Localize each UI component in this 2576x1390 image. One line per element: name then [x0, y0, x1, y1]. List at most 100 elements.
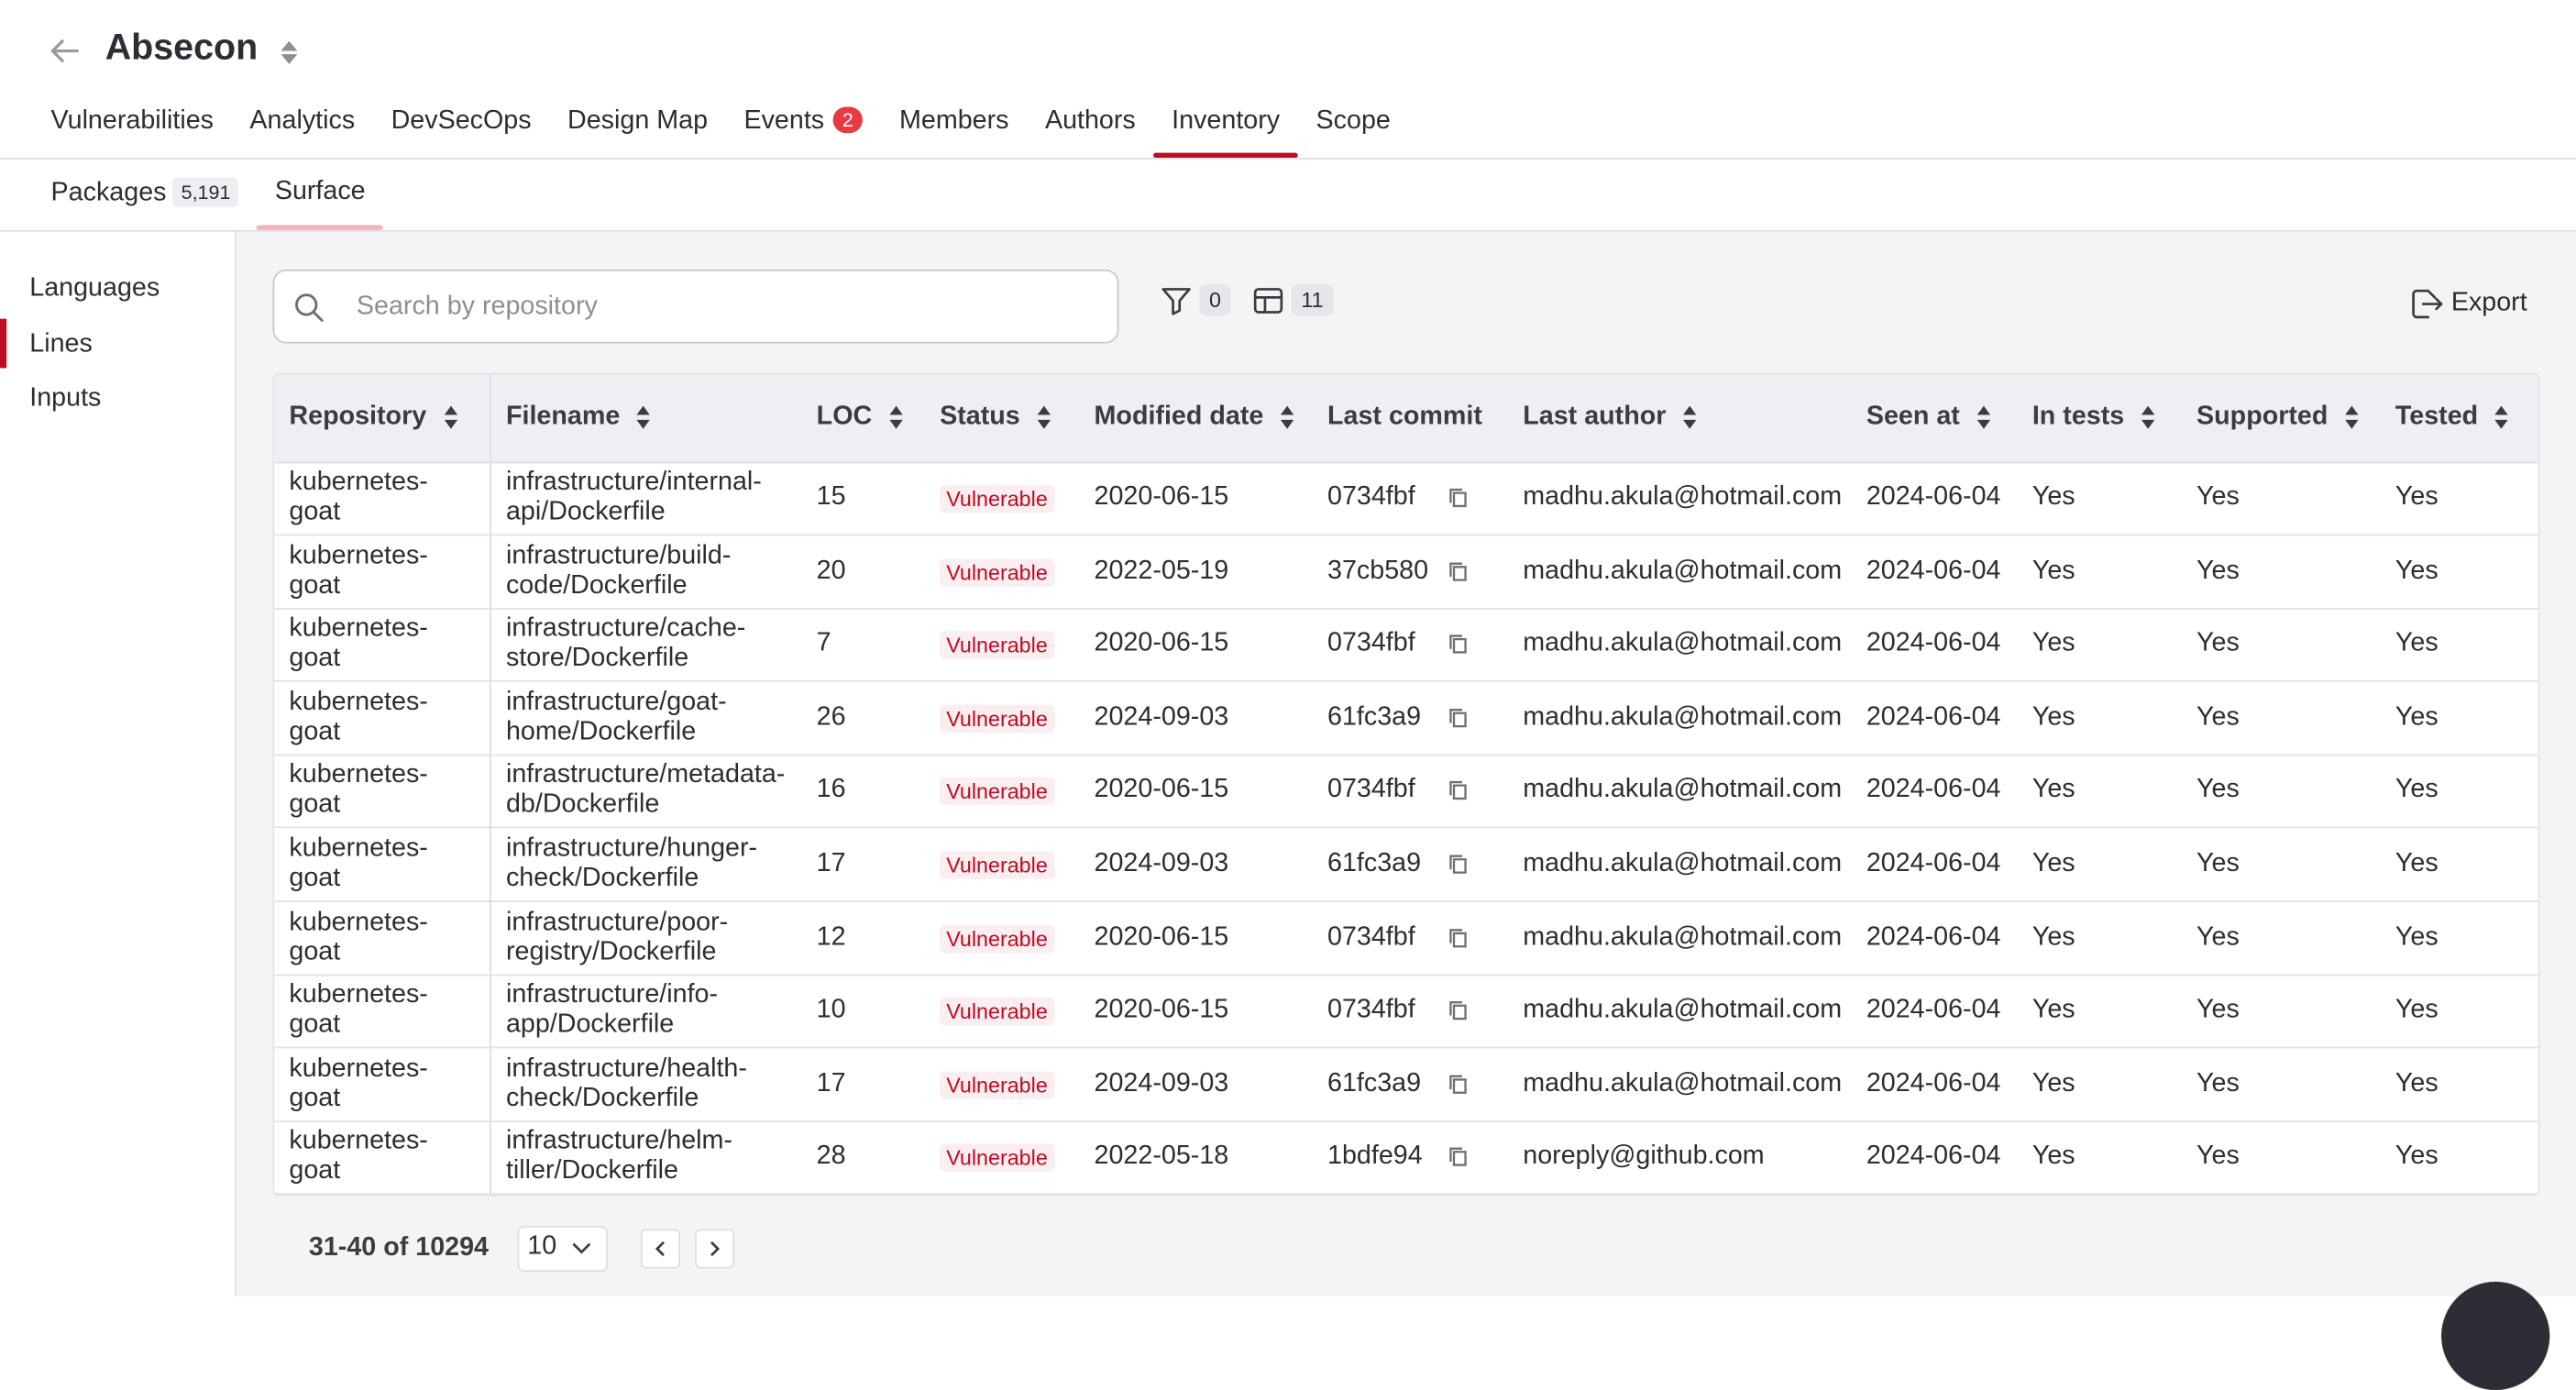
sidebar-item-inputs[interactable]: Inputs	[29, 384, 102, 413]
copy-icon[interactable]	[1448, 926, 1470, 949]
filename-cell-line: infrastructure/metadata-	[505, 761, 786, 789]
sidebar-item-languages[interactable]: Languages	[29, 274, 160, 303]
column-header-label: LOC	[816, 403, 873, 431]
copy-icon[interactable]	[1448, 706, 1470, 729]
table-header: Repository Filename LOC Status Modified date…	[274, 374, 2538, 464]
tab-devsecops[interactable]: DevSecOps	[373, 92, 549, 158]
export-label: Export	[2450, 289, 2527, 317]
table-row[interactable]: kubernetes-goat infrastructure/metadata-d…	[274, 755, 2538, 829]
table-row[interactable]: kubernetes-goat infrastructure/health-che…	[274, 1048, 2538, 1122]
filename-cell-line: home/Dockerfile	[505, 717, 697, 746]
table-row[interactable]: kubernetes-goat infrastructure/hunger-che…	[274, 828, 2538, 902]
page-size-select[interactable]: 10	[517, 1225, 609, 1273]
seen-at-cell: 2024-06-04	[1866, 776, 2001, 805]
tab-analytics[interactable]: Analytics	[232, 92, 373, 158]
loc-cell: 7	[816, 629, 831, 658]
filename-cell: infrastructure/goat-home/Dockerfile	[506, 689, 727, 748]
table-row[interactable]: kubernetes-goat infrastructure/info-app/D…	[274, 975, 2538, 1049]
column-header-label: Filename	[505, 403, 621, 431]
tested-cell: Yes	[2394, 556, 2438, 585]
copy-icon[interactable]	[1448, 1146, 1470, 1169]
modified-date-cell: 2020-06-15	[1094, 922, 1229, 951]
chat-launcher-button[interactable]	[2441, 1281, 2550, 1390]
chevron-down-icon	[572, 1242, 591, 1254]
table-row[interactable]: kubernetes-goat infrastructure/internal-a…	[274, 462, 2538, 536]
column-header-status[interactable]: Status	[940, 403, 1051, 432]
column-header-seen-at[interactable]: Seen at	[1866, 403, 1991, 432]
column-header-last-commit: Last commit	[1327, 403, 1482, 432]
supported-cell: Yes	[2196, 849, 2240, 877]
sidebar-item-lines[interactable]: Lines	[29, 330, 93, 359]
surface-sidebar: Languages Lines Inputs	[0, 231, 237, 1296]
copy-icon[interactable]	[1448, 779, 1470, 802]
search-input[interactable]	[353, 287, 1083, 327]
back-arrow-icon[interactable]	[46, 33, 82, 69]
inventory-subtabs: Packages 5,191 Surface	[33, 158, 2576, 230]
modified-date-cell: 2020-06-15	[1094, 482, 1229, 512]
in-tests-cell: Yes	[2031, 922, 2075, 951]
repository-cell-line: kubernetes-	[289, 761, 428, 789]
subtabs-divider	[0, 229, 2576, 232]
tab-scope[interactable]: Scope	[1298, 92, 1409, 158]
column-header-modified-date[interactable]: Modified date	[1095, 403, 1295, 432]
subtab-packages[interactable]: Packages 5,191	[33, 158, 257, 230]
main-content: 0 11 Export Repository Filename LOC Status M…	[237, 231, 2576, 1296]
status-badge: Vulnerable	[940, 851, 1054, 879]
previous-page-button[interactable]	[640, 1229, 680, 1269]
tab-members[interactable]: Members	[881, 92, 1027, 158]
column-header-in-tests[interactable]: In tests	[2032, 403, 2155, 432]
filter-button[interactable]: 0	[1160, 284, 1231, 316]
last-author-cell: madhu.akula@hotmail.com	[1523, 922, 1843, 951]
tested-cell: Yes	[2394, 702, 2438, 732]
supported-cell: Yes	[2196, 556, 2240, 585]
copy-icon[interactable]	[1448, 633, 1470, 656]
column-header-supported[interactable]: Supported	[2196, 403, 2359, 432]
tab-label: Vulnerabilities	[50, 106, 215, 135]
next-page-button[interactable]	[695, 1229, 735, 1269]
tab-events[interactable]: Events 2	[726, 92, 882, 158]
last-commit-cell: 37cb580	[1327, 556, 1429, 585]
filename-cell-line: check/Dockerfile	[505, 1084, 699, 1112]
copy-icon[interactable]	[1448, 1073, 1470, 1096]
column-header-last-author[interactable]: Last author	[1523, 403, 1697, 432]
column-header-filename[interactable]: Filename	[506, 403, 651, 432]
repository-cell-line: goat	[289, 1157, 341, 1186]
repository-cell: kubernetes-goat	[289, 469, 427, 528]
loc-cell: 17	[816, 1069, 846, 1098]
tab-design-map[interactable]: Design Map	[549, 92, 725, 158]
copy-icon[interactable]	[1448, 853, 1470, 876]
in-tests-cell: Yes	[2031, 702, 2075, 732]
copy-icon[interactable]	[1448, 559, 1470, 582]
tab-authors[interactable]: Authors	[1027, 92, 1153, 158]
tab-inventory[interactable]: Inventory	[1153, 92, 1298, 159]
filename-cell-line: code/Dockerfile	[505, 570, 688, 600]
subtab-surface[interactable]: Surface	[257, 158, 384, 230]
repository-cell: kubernetes-goat	[289, 761, 427, 821]
last-author-cell: madhu.akula@hotmail.com	[1523, 482, 1843, 512]
column-header-loc[interactable]: LOC	[817, 403, 904, 432]
subtab-label: Surface	[274, 177, 366, 206]
filename-cell-line: infrastructure/build-	[505, 541, 732, 570]
table-row[interactable]: kubernetes-goat infrastructure/poor-regis…	[274, 901, 2538, 976]
repository-cell-line: kubernetes-	[289, 468, 428, 497]
repository-cell: kubernetes-goat	[289, 1128, 427, 1187]
repository-cell: kubernetes-goat	[289, 834, 427, 894]
table-row[interactable]: kubernetes-goat infrastructure/cache-stor…	[274, 608, 2538, 683]
last-commit-cell: 61fc3a9	[1327, 1069, 1422, 1098]
table-row[interactable]: kubernetes-goat infrastructure/helm-tille…	[274, 1121, 2538, 1195]
copy-icon[interactable]	[1448, 486, 1470, 509]
column-header-tested[interactable]: Tested	[2395, 403, 2509, 432]
supported-cell: Yes	[2196, 629, 2240, 658]
column-header-repository[interactable]: Repository	[289, 403, 457, 432]
export-button[interactable]: Export	[2408, 288, 2527, 321]
sort-icon	[1037, 405, 1051, 429]
column-header-label: Last author	[1523, 403, 1667, 431]
project-switcher-icon[interactable]	[276, 36, 303, 69]
tab-vulnerabilities[interactable]: Vulnerabilities	[33, 92, 232, 158]
copy-icon[interactable]	[1448, 999, 1470, 1022]
table-row[interactable]: kubernetes-goat infrastructure/build-code…	[274, 535, 2538, 610]
filename-cell-line: db/Dockerfile	[505, 790, 660, 820]
table-row[interactable]: kubernetes-goat infrastructure/goat-home/…	[274, 681, 2538, 756]
seen-at-cell: 2024-06-04	[1866, 1142, 2001, 1171]
columns-button[interactable]: 11	[1252, 284, 1334, 316]
